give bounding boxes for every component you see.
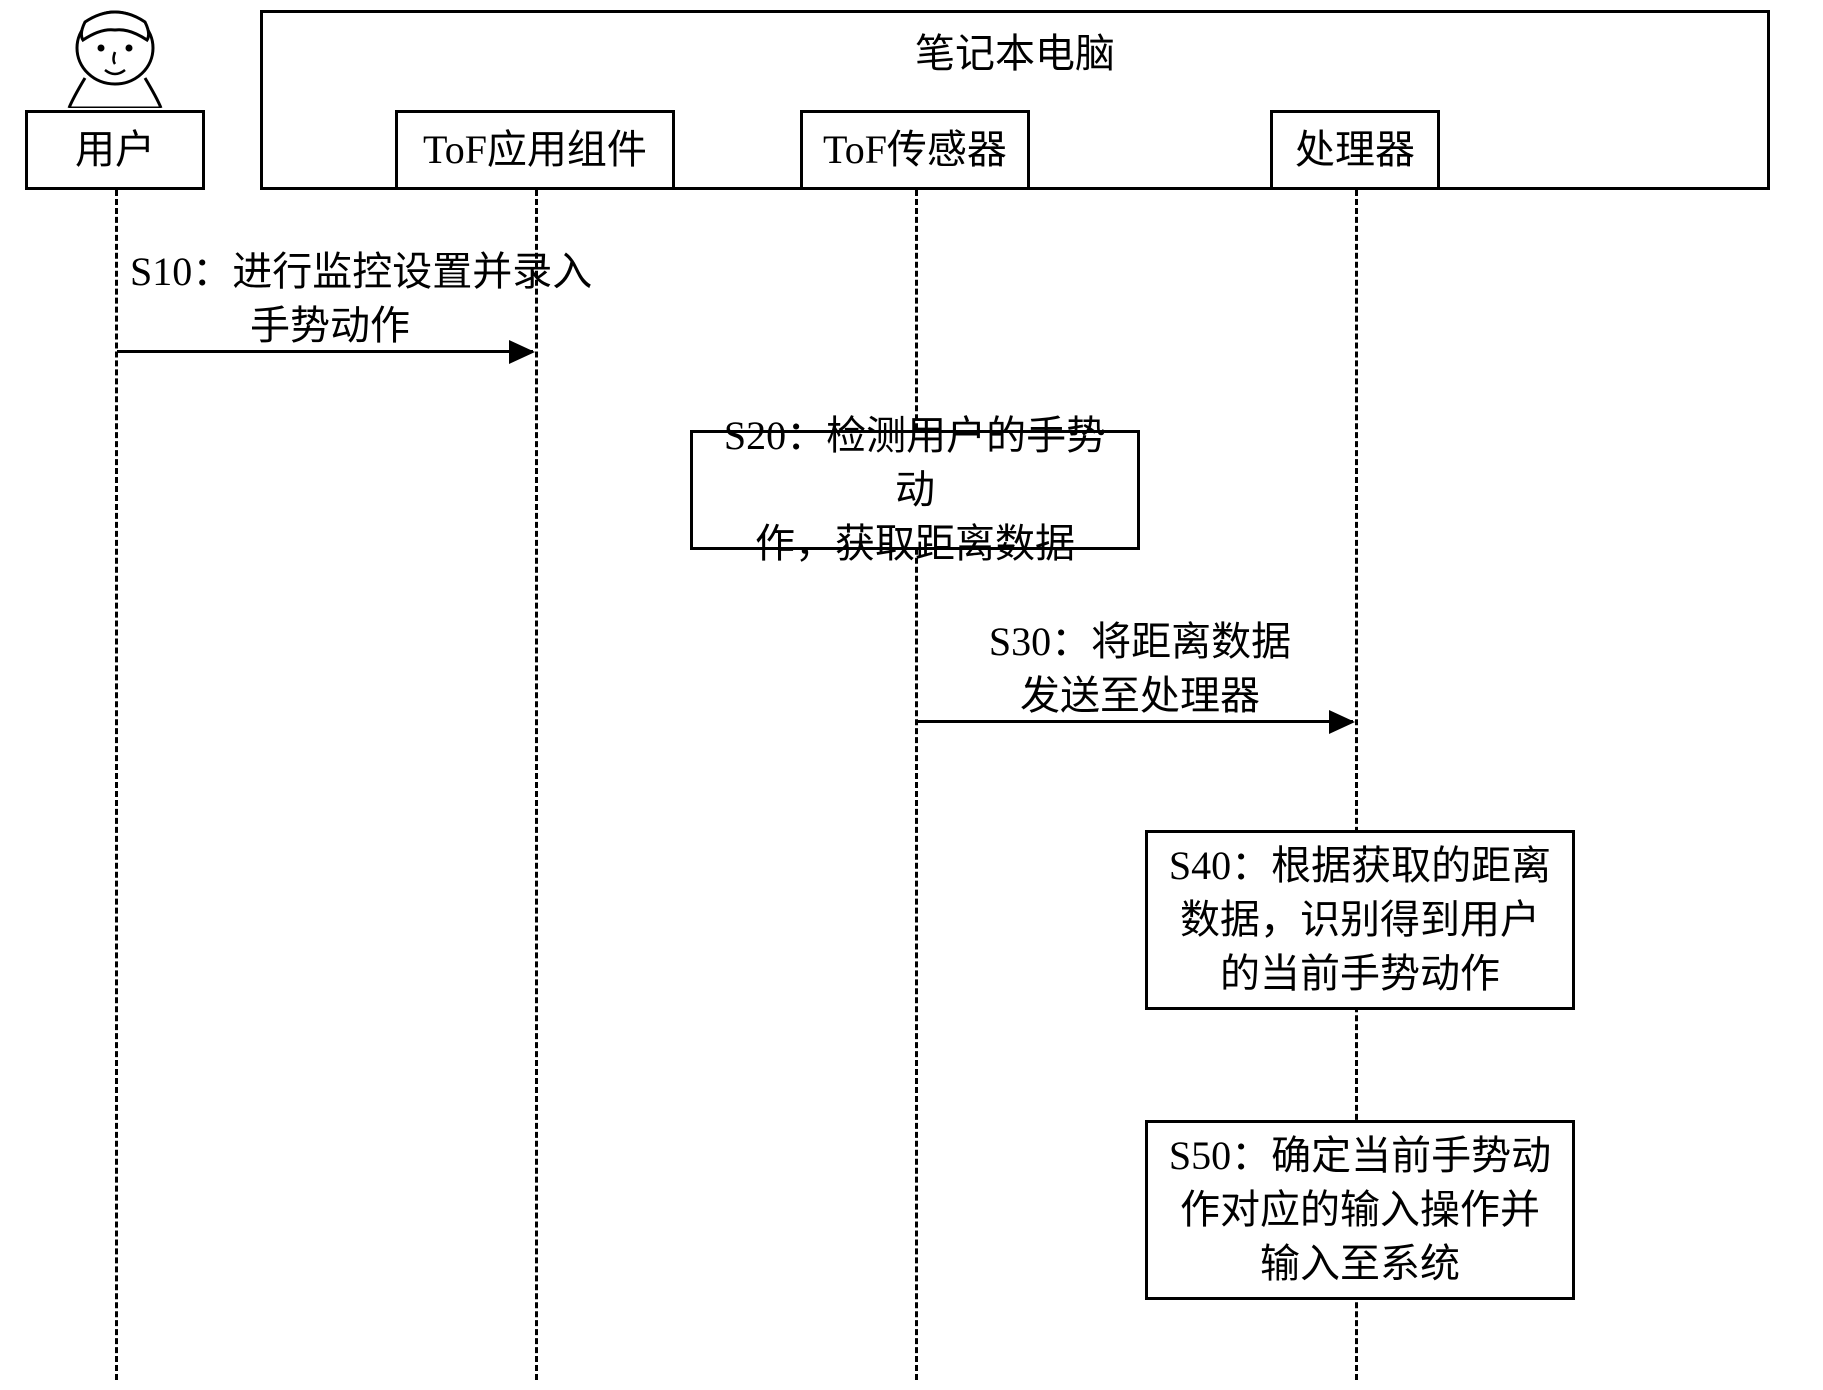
- lifeline-tof-app: [535, 190, 538, 1380]
- lane-tof-sensor-label: ToF传感器: [823, 128, 1007, 172]
- arrow-s30: [917, 720, 1353, 723]
- lane-processor: 处理器: [1270, 110, 1440, 190]
- step-s40-line3: 的当前手势动作: [1220, 951, 1500, 996]
- lifeline-tof-sensor: [915, 190, 918, 1380]
- msg-s10-label: S10：进行监控设置并录入 手势动作: [130, 245, 530, 353]
- msg-s30-line1: S30：将距离数据: [989, 619, 1291, 664]
- step-s50: S50：确定当前手势动 作对应的输入操作并 输入至系统: [1145, 1120, 1575, 1300]
- lane-processor-label: 处理器: [1295, 128, 1415, 172]
- step-s50-line1: S50：确定当前手势动: [1169, 1133, 1551, 1178]
- msg-s10-line1: S10：进行监控设置并录入: [130, 249, 592, 294]
- lane-user-label: 用户: [75, 128, 155, 172]
- step-s20-line1: S20：检测用户的手势动: [724, 413, 1106, 512]
- lifeline-user: [115, 190, 118, 1380]
- step-s50-line2: 作对应的输入操作并: [1180, 1187, 1540, 1232]
- lane-tof-app: ToF应用组件: [395, 110, 675, 190]
- user-actor-icon: [55, 8, 175, 108]
- lane-tof-sensor: ToF传感器: [800, 110, 1030, 190]
- arrow-s10: [117, 350, 533, 353]
- laptop-container-title: 笔记本电脑: [263, 21, 1767, 79]
- lane-tof-app-label: ToF应用组件: [423, 128, 647, 172]
- step-s20: S20：检测用户的手势动 作，获取距离数据: [690, 430, 1140, 550]
- step-s40-line1: S40：根据获取的距离: [1169, 843, 1551, 888]
- lane-user: 用户: [25, 110, 205, 190]
- msg-s30-line2: 发送至处理器: [1020, 673, 1260, 718]
- step-s40-line2: 数据，识别得到用户: [1180, 897, 1540, 942]
- msg-s30-label: S30：将距离数据 发送至处理器: [960, 615, 1320, 723]
- step-s20-line2: 作，获取距离数据: [755, 521, 1075, 566]
- msg-s10-line2: 手势动作: [250, 303, 410, 348]
- step-s50-line3: 输入至系统: [1260, 1241, 1460, 1286]
- step-s40: S40：根据获取的距离 数据，识别得到用户 的当前手势动作: [1145, 830, 1575, 1010]
